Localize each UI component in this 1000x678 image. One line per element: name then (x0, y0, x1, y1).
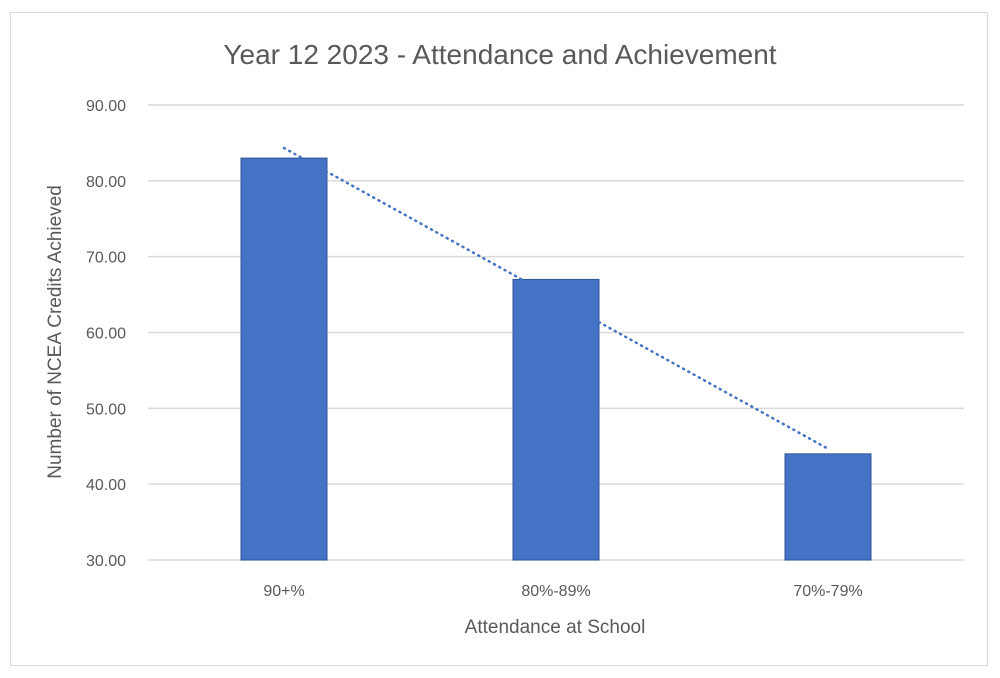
y-tick-label: 30.00 (86, 553, 126, 570)
bar (240, 157, 328, 561)
y-tick-label: 50.00 (86, 401, 126, 418)
bar (512, 278, 600, 561)
trendline-group (282, 146, 830, 451)
y-tick-label: 40.00 (86, 477, 126, 494)
y-tick-label: 80.00 (86, 174, 126, 191)
y-axis-ticks: 30.00 40.00 50.00 60.00 70.00 80.00 90.00 (86, 98, 126, 570)
y-axis-label: Number of NCEA Credits Achieved (45, 185, 66, 479)
y-tick-label: 90.00 (86, 98, 126, 115)
x-tick-label: 80%-89% (521, 583, 590, 600)
bar (784, 453, 872, 561)
trendline (282, 146, 830, 451)
x-axis-label: Attendance at School (465, 617, 646, 638)
x-tick-label: 70%-79% (793, 583, 862, 600)
chart-title: Year 12 2023 - Attendance and Achievemen… (223, 39, 776, 70)
x-axis-ticks: 90+% 80%-89% 70%-79% (263, 583, 862, 600)
y-tick-label: 60.00 (86, 326, 126, 343)
x-tick-label: 90+% (263, 583, 304, 600)
y-tick-label: 70.00 (86, 250, 126, 267)
bars (240, 157, 872, 561)
